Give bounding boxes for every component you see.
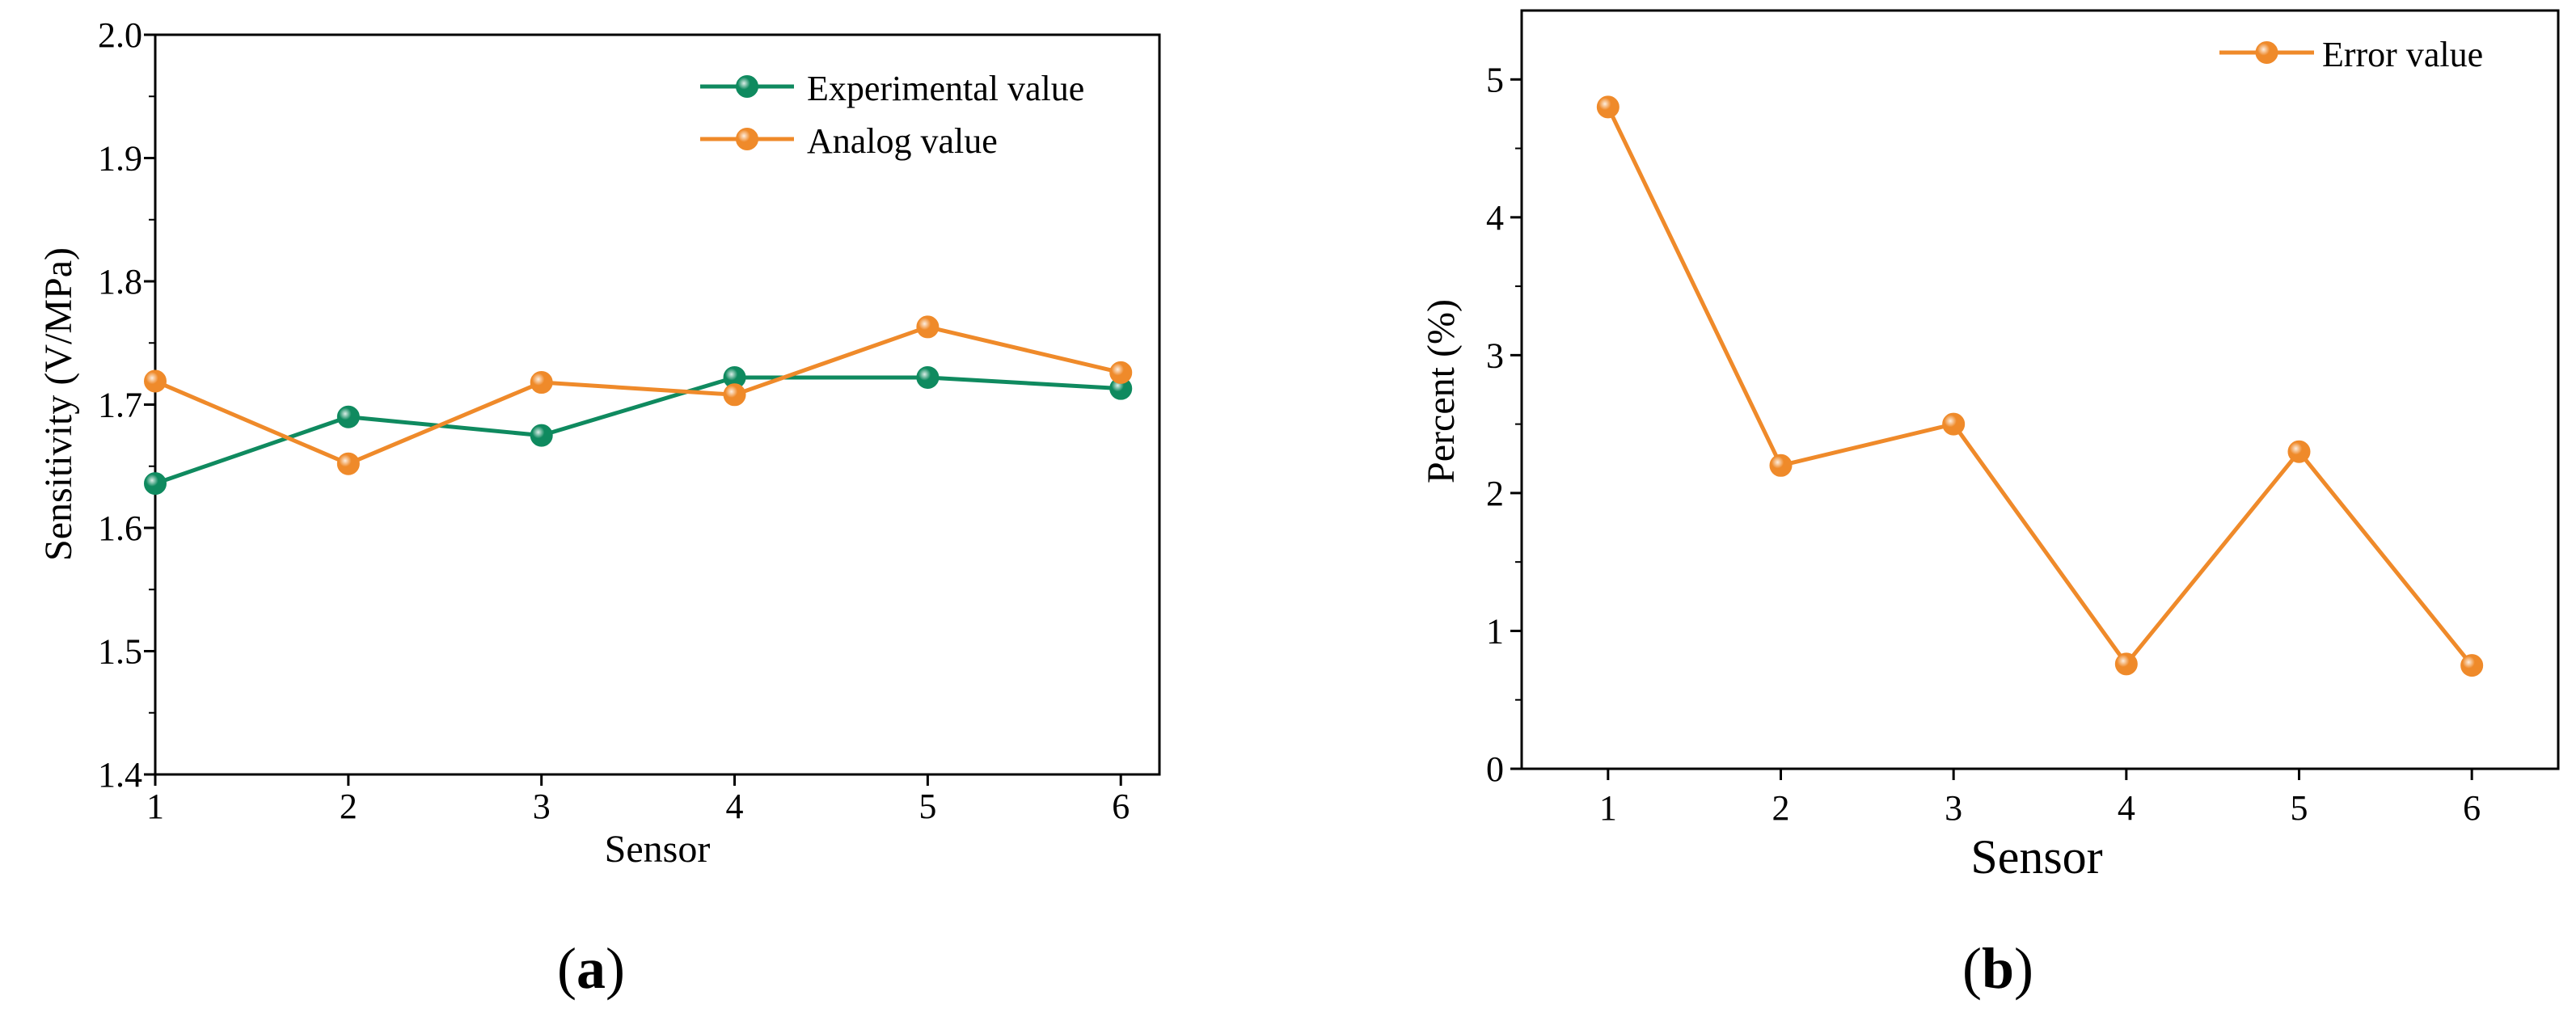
legend-marker-experimental-value <box>736 75 758 98</box>
x-axis-label-b: Sensor <box>1970 830 2102 884</box>
x-tick-label: 2 <box>1772 788 1790 828</box>
legend-b: Error value <box>2219 35 2483 74</box>
y-tick-label: 1.7 <box>98 386 142 425</box>
y-tick-label: 1.5 <box>98 632 142 672</box>
plot-frame-b <box>1520 9 2560 770</box>
y-tick-label: 1.6 <box>98 508 142 548</box>
data-point-experimental-value <box>723 365 746 389</box>
legend-label-analog: Analog value <box>807 121 998 161</box>
data-point-analog-value <box>723 383 746 407</box>
x-tick-label: 3 <box>533 787 551 826</box>
series-line-analog-value <box>154 324 1121 466</box>
data-point-analog-value <box>336 452 360 475</box>
data-point-error-value <box>1769 454 1793 477</box>
data-point-error-value <box>2114 652 2138 676</box>
y-tick-label: 1.9 <box>98 139 142 179</box>
y-tick-label: 2 <box>1486 474 1504 513</box>
y-tick-label: 4 <box>1486 198 1504 238</box>
data-point-error-value <box>1596 95 1620 119</box>
legend-a: Experimental value Analog value <box>700 69 1084 161</box>
y-tick-label: 1 <box>1486 611 1504 651</box>
data-point-analog-value <box>1109 361 1133 384</box>
series-group-b <box>1596 95 2484 677</box>
legend-marker-error-value <box>2255 41 2278 64</box>
data-point-error-value <box>2287 440 2311 463</box>
chart-panel-b: 1 2 3 4 5 6 0 1 2 3 4 5 Sensor Percent (%) Error va… <box>1420 9 2560 1001</box>
y-tick-label: 5 <box>1486 60 1504 99</box>
data-point-error-value <box>1942 412 1966 436</box>
y-axis-label-b: Percent (%) <box>1420 299 1463 483</box>
data-point-error-value <box>2460 654 2484 677</box>
series-line-experimental-value <box>154 375 1121 486</box>
chart-panel-a: 1 2 3 4 5 6 1.4 1.5 1.6 1.7 1.8 1.9 2.0 Sensor Sensi… <box>37 15 1161 1001</box>
y-axis-label-a: Sensitivity (V/MPa) <box>37 247 80 561</box>
axis-ticks-a: 1 2 3 4 5 6 1.4 1.5 1.6 1.7 1.8 1.9 2.0 <box>98 15 1130 826</box>
x-tick-label: 2 <box>340 787 357 826</box>
caption-a: (a) <box>557 936 625 1001</box>
data-point-analog-value <box>530 371 553 394</box>
data-point-experimental-value <box>530 424 553 447</box>
x-tick-label: 3 <box>1945 788 1962 828</box>
x-tick-label: 4 <box>2118 788 2135 828</box>
data-point-analog-value <box>916 315 940 339</box>
data-point-experimental-value <box>336 405 360 428</box>
series-group-a <box>144 315 1133 496</box>
data-point-experimental-value <box>1109 377 1133 400</box>
legend-marker-analog-value <box>736 128 758 150</box>
x-tick-label: 4 <box>726 787 744 826</box>
y-tick-label: 3 <box>1486 335 1504 375</box>
y-tick-label: 0 <box>1486 749 1504 789</box>
plot-frame-a <box>154 33 1161 776</box>
x-tick-label: 6 <box>1112 787 1130 826</box>
series-line-error-value <box>1606 106 2474 667</box>
y-tick-label: 1.4 <box>98 755 142 795</box>
axis-ticks-b: 1 2 3 4 5 6 0 1 2 3 4 5 <box>1486 60 2481 828</box>
x-tick-label: 6 <box>2463 788 2481 828</box>
caption-b: (b) <box>1962 936 2033 1001</box>
x-tick-label: 1 <box>1599 788 1617 828</box>
x-tick-label: 5 <box>918 787 936 826</box>
legend-label-error: Error value <box>2322 35 2483 74</box>
data-point-analog-value <box>144 369 167 393</box>
legend-label-experimental: Experimental value <box>807 69 1084 108</box>
data-point-experimental-value <box>144 472 167 496</box>
x-axis-label-a: Sensor <box>605 828 711 871</box>
x-tick-label: 5 <box>2291 788 2308 828</box>
x-tick-label: 1 <box>146 787 164 826</box>
data-point-experimental-value <box>916 365 940 389</box>
y-tick-label: 1.8 <box>98 262 142 302</box>
y-tick-label: 2.0 <box>98 15 142 55</box>
